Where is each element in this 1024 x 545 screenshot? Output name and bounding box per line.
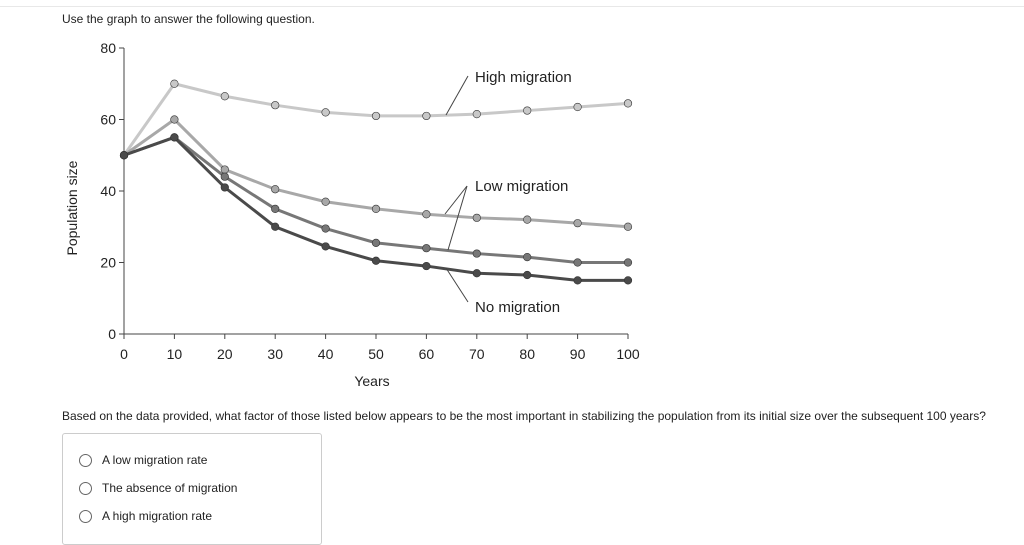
data-point: [271, 222, 280, 231]
y-tick-label: 60: [100, 112, 116, 128]
population-chart: 0 20 40 60 80 0 10 20 30 40 50 60 70 80 90 100 Years Popu…: [64, 40, 640, 389]
y-tick-label: 20: [100, 255, 116, 271]
option-no-migration[interactable]: The absence of migration: [79, 481, 237, 495]
data-point: [472, 110, 481, 119]
option-label: A low migration rate: [102, 453, 208, 467]
x-tick-label: 20: [217, 346, 233, 362]
x-tick-label: 30: [267, 346, 283, 362]
y-tick-label: 40: [100, 183, 116, 199]
data-point: [472, 269, 481, 278]
data-point: [271, 101, 280, 110]
data-point: [371, 111, 381, 121]
data-point: [321, 242, 330, 251]
data-point: [220, 165, 229, 174]
answer-options: A low migration rate The absence of migr…: [62, 433, 322, 545]
x-tick-label: 70: [469, 346, 485, 362]
data-point: [371, 256, 381, 265]
data-point: [321, 224, 330, 233]
data-point: [371, 238, 381, 247]
x-tick-label: 100: [616, 346, 640, 362]
y-tick-label: 80: [100, 40, 116, 56]
data-point: [220, 92, 229, 101]
data-point: [573, 276, 582, 285]
x-axis-label: Years: [354, 373, 389, 389]
data-point: [321, 108, 330, 117]
x-tick-label: 0: [120, 346, 128, 362]
data-point: [623, 99, 633, 108]
data-point: [220, 172, 229, 181]
y-tick-label: 0: [108, 326, 116, 342]
divider: [0, 6, 1024, 7]
question-text: Based on the data provided, what factor …: [62, 409, 986, 423]
data-point: [523, 270, 532, 280]
radio-button[interactable]: [79, 481, 92, 495]
x-tick-label: 50: [368, 346, 384, 362]
data-point: [271, 204, 280, 213]
data-point: [523, 253, 532, 262]
data-point: [523, 215, 532, 224]
data-point: [119, 151, 129, 160]
x-tick-label: 60: [419, 346, 435, 362]
option-label: A high migration rate: [102, 509, 213, 523]
x-tick-label: 10: [167, 346, 183, 362]
data-point: [573, 219, 582, 228]
annotation-leader: [445, 267, 469, 303]
option-label: The absence of migration: [102, 481, 238, 495]
y-axis-label: Population size: [64, 160, 80, 255]
data-point: [472, 213, 481, 222]
data-point: [422, 244, 431, 253]
x-tick-label: 40: [318, 346, 334, 362]
data-point: [170, 79, 179, 88]
annotation-high-migration: High migration: [475, 69, 572, 86]
data-point: [573, 258, 582, 267]
annotation-no-migration: No migration: [475, 299, 560, 316]
radio-button[interactable]: [79, 509, 92, 523]
data-point: [321, 197, 330, 206]
data-point: [170, 133, 179, 142]
option-low-migration[interactable]: A low migration rate: [79, 453, 207, 467]
data-point: [271, 185, 280, 194]
data-point: [220, 183, 229, 192]
x-tick-label: 80: [519, 346, 535, 362]
data-point: [523, 106, 532, 115]
data-point: [422, 210, 431, 219]
annotation-leader: [447, 185, 468, 251]
data-point: [371, 204, 381, 213]
data-point: [623, 222, 633, 231]
x-tick-label: 90: [570, 346, 586, 362]
instruction-text: Use the graph to answer the following qu…: [62, 12, 315, 26]
annotation-low-migration: Low migration: [475, 178, 568, 195]
annotation-leader: [445, 75, 469, 116]
option-high-migration[interactable]: A high migration rate: [79, 509, 212, 523]
data-point: [623, 258, 633, 267]
data-point: [170, 115, 179, 124]
radio-button[interactable]: [79, 453, 92, 467]
data-point: [573, 102, 582, 112]
data-point: [422, 111, 431, 121]
data-point: [422, 261, 431, 271]
data-point: [472, 249, 481, 258]
annotation-leader: [444, 185, 468, 215]
data-point: [623, 276, 633, 285]
